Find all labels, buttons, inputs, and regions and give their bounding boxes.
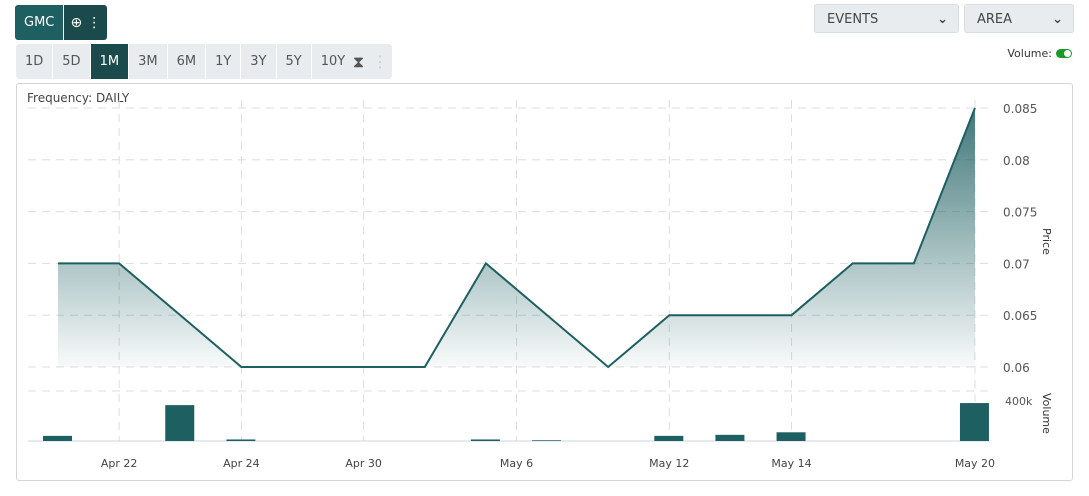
range-5Y[interactable]: 5Y bbox=[277, 44, 312, 79]
range-5D[interactable]: 5D bbox=[53, 44, 91, 79]
volume-toggle[interactable] bbox=[1056, 49, 1072, 58]
price-tick: 0.065 bbox=[1003, 309, 1037, 323]
price-tick: 0.07 bbox=[1003, 257, 1030, 271]
x-tick-label: Apr 24 bbox=[223, 457, 260, 470]
volume-bar bbox=[43, 435, 72, 441]
volume-bar bbox=[470, 439, 500, 441]
price-tick: 0.08 bbox=[1003, 154, 1030, 168]
x-tick-label: Apr 22 bbox=[101, 457, 138, 470]
volume-tick: 400k bbox=[1005, 395, 1033, 408]
range-1M[interactable]: 1M bbox=[90, 44, 130, 79]
range-1D[interactable]: 1D bbox=[16, 44, 54, 79]
symbol-selector: GMC ⊕ ⋮ bbox=[15, 5, 108, 40]
symbol-button[interactable]: GMC bbox=[15, 5, 64, 40]
add-symbol-button[interactable]: ⊕ ⋮ bbox=[63, 5, 108, 40]
kebab-icon[interactable]: ⋮ bbox=[87, 14, 102, 31]
chart-panel bbox=[16, 83, 1073, 481]
x-tick-label: Apr 30 bbox=[345, 457, 382, 470]
volume-bar bbox=[654, 435, 684, 441]
plus-circle-icon: ⊕ bbox=[70, 14, 83, 31]
x-tick-label: May 20 bbox=[955, 457, 995, 470]
chevron-down-icon: ⌄ bbox=[937, 12, 948, 27]
volume-bar bbox=[165, 405, 195, 441]
range-6M[interactable]: 6M bbox=[168, 44, 207, 79]
range-3M[interactable]: 3M bbox=[129, 44, 168, 79]
volume-bar bbox=[959, 403, 989, 441]
price-axis-label: Price bbox=[1040, 228, 1053, 255]
volume-bar bbox=[532, 440, 562, 441]
events-dropdown[interactable]: EVENTS ⌄ bbox=[814, 4, 959, 33]
custom-range-button[interactable]: ⧗ ⋮ bbox=[349, 44, 392, 79]
range-1Y[interactable]: 1Y bbox=[206, 44, 242, 79]
volume-axis-label: Volume bbox=[1040, 393, 1053, 434]
price-tick: 0.06 bbox=[1003, 361, 1030, 375]
x-tick-label: May 12 bbox=[649, 457, 689, 470]
chart-type-dropdown[interactable]: AREA ⌄ bbox=[964, 4, 1074, 33]
x-tick-label: May 6 bbox=[500, 457, 533, 470]
volume-bar bbox=[776, 432, 806, 441]
hourglass-icon: ⧗ bbox=[352, 51, 365, 71]
price-area bbox=[58, 108, 975, 367]
range-selector: 1D 5D 1M 3M 6M 1Y 3Y 5Y 10Y bbox=[16, 44, 356, 79]
x-tick-label: May 14 bbox=[771, 457, 811, 470]
volume-bar bbox=[226, 439, 256, 441]
chevron-down-icon: ⌄ bbox=[1052, 12, 1063, 27]
price-tick: 0.075 bbox=[1003, 206, 1037, 220]
frequency-label: Frequency: DAILY bbox=[27, 91, 130, 105]
price-tick: 0.085 bbox=[1003, 102, 1037, 116]
volume-label: Volume: bbox=[1007, 47, 1052, 60]
volume-toggle-row: Volume: bbox=[1007, 47, 1072, 60]
range-3Y[interactable]: 3Y bbox=[241, 44, 277, 79]
volume-bar bbox=[715, 434, 745, 441]
chart-type-label: AREA bbox=[977, 12, 1013, 27]
events-label: EVENTS bbox=[827, 12, 879, 27]
kebab-icon[interactable]: ⋮ bbox=[372, 52, 389, 71]
